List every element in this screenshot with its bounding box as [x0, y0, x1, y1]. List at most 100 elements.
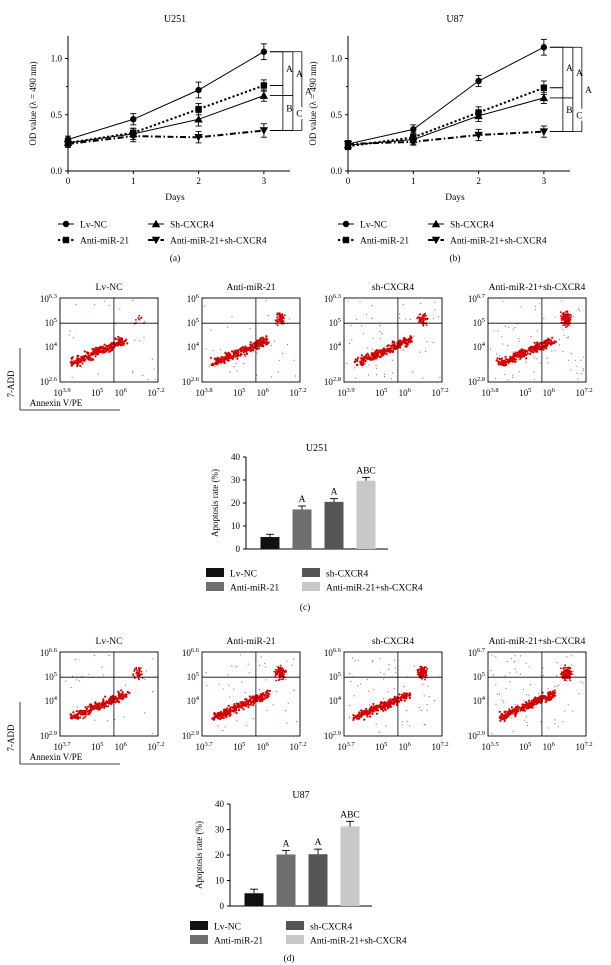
flow-event — [100, 702, 104, 705]
flow-event — [405, 697, 408, 700]
y-tick-label: 104 — [45, 695, 58, 706]
legend-swatch — [206, 582, 224, 591]
bracket-label-bg — [293, 67, 305, 80]
flow-plot-frame — [343, 651, 443, 737]
flow-event — [235, 362, 237, 364]
flow-event — [393, 687, 395, 690]
flow-event — [220, 349, 222, 351]
flow-event — [491, 732, 493, 735]
flow-event — [236, 706, 239, 709]
flow-event — [542, 667, 544, 669]
flow-event — [379, 657, 381, 659]
flow-event — [582, 370, 584, 372]
flow-event — [577, 378, 579, 380]
flow-event — [107, 344, 110, 347]
sig-letter: A — [305, 88, 312, 98]
flow-event — [390, 344, 393, 347]
flow-event — [98, 702, 101, 705]
flow-event — [521, 709, 525, 712]
flow-event — [530, 336, 532, 338]
x-tick-label: 107.2 — [431, 387, 448, 398]
flow-event — [420, 302, 422, 305]
flow-event — [582, 368, 584, 370]
flow-event — [380, 705, 383, 709]
y-tick-label: 30 — [231, 475, 241, 485]
flow-event — [500, 712, 503, 716]
flow-event — [358, 717, 361, 720]
flow-plot-frame — [201, 297, 301, 383]
flow-event — [563, 318, 566, 321]
flow-event — [103, 702, 106, 705]
sig-letter: A — [576, 69, 583, 79]
flow-event — [565, 666, 567, 669]
flow-event — [519, 709, 522, 712]
panel-label: (b) — [449, 253, 460, 264]
flow-event — [248, 695, 251, 698]
flow-event — [565, 316, 568, 319]
sig-letter: A — [585, 86, 592, 96]
flow-plot-title: Anti-miR-21 — [226, 283, 275, 293]
flow-event — [570, 314, 572, 317]
legend-swatch — [302, 582, 320, 591]
flow-event — [564, 314, 567, 317]
flow-event — [92, 352, 95, 356]
flow-event — [231, 709, 234, 712]
flow-event — [381, 708, 384, 711]
flow-event — [82, 717, 85, 720]
flow-event — [276, 316, 279, 319]
x-tick-label: 107.2 — [431, 741, 448, 752]
flow-event — [536, 700, 539, 703]
flow-event — [237, 708, 241, 712]
bracket-label-bg — [283, 102, 295, 114]
flow-event — [92, 707, 95, 711]
legend-swatch — [286, 935, 304, 944]
flow-event — [537, 693, 540, 695]
flow-event — [115, 697, 118, 700]
flow-event — [242, 350, 245, 353]
flow-event — [424, 678, 426, 681]
flow-event — [502, 361, 505, 364]
flow-event — [537, 347, 540, 351]
flow-plot-title: Anti-miR-21+sh-CXCR4 — [489, 637, 586, 647]
flow-event — [529, 349, 533, 352]
flow-event — [257, 696, 260, 700]
flow-event — [101, 345, 104, 348]
flow-event — [512, 352, 515, 355]
flow-event — [215, 359, 218, 362]
flow-event — [424, 670, 426, 673]
flow-event — [205, 672, 207, 674]
flow-event — [549, 697, 553, 701]
flow-event — [83, 712, 87, 715]
flow-event — [385, 353, 388, 356]
flow-event — [72, 337, 75, 339]
flow-event — [355, 377, 357, 379]
x-axis-label: Days — [445, 193, 465, 203]
flow-event — [539, 348, 542, 351]
flow-event — [393, 345, 396, 348]
bracket-label-bg — [302, 85, 314, 98]
flow-event — [227, 351, 230, 354]
flow-event — [563, 677, 566, 680]
flow-event — [214, 365, 216, 368]
flow-event — [366, 712, 369, 715]
flow-plot: Anti-miR-21 — [201, 637, 301, 737]
flow-event — [277, 371, 279, 373]
flow-event — [383, 373, 385, 375]
flow-event — [91, 706, 94, 709]
flow-event — [107, 705, 110, 708]
flow-event — [512, 328, 515, 330]
flow-event — [394, 667, 397, 669]
flow-event — [513, 661, 516, 663]
flow-event — [511, 357, 514, 360]
flow-event — [118, 693, 121, 696]
flow-event — [551, 336, 554, 339]
flow-event — [423, 319, 425, 321]
flow-event — [247, 706, 250, 709]
flow-event — [237, 351, 240, 354]
flow-event — [379, 701, 382, 704]
flow-event — [506, 661, 508, 663]
flow-event — [392, 702, 395, 706]
y-tick-label: 0 — [236, 544, 241, 554]
flow-event — [260, 656, 262, 658]
